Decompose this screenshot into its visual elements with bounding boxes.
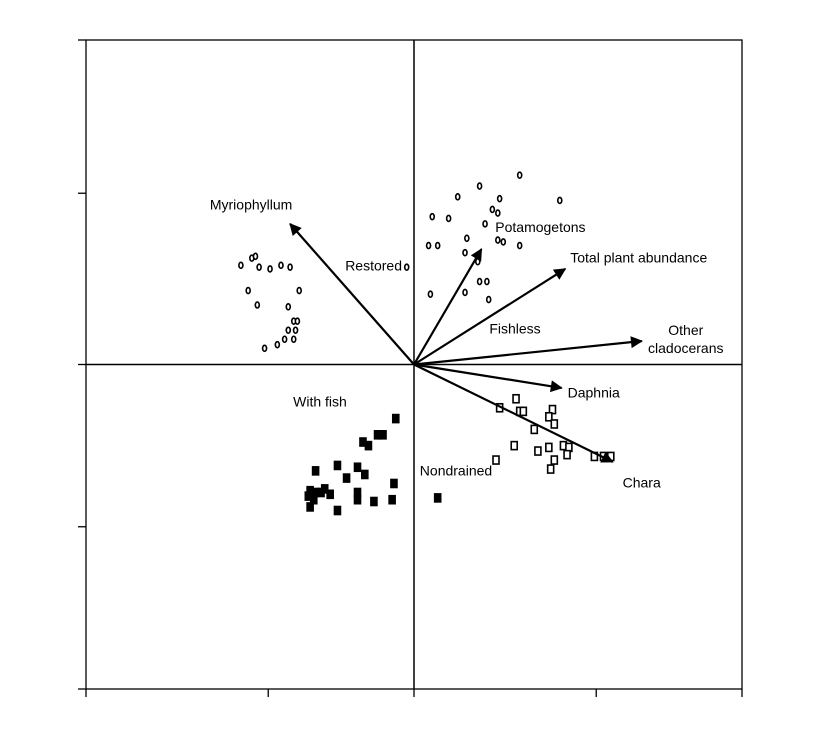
point: [311, 466, 320, 476]
point: [333, 460, 342, 471]
vector-arrow: [413, 248, 483, 366]
point: [445, 214, 452, 223]
point: [550, 419, 559, 429]
point: [492, 455, 500, 465]
point: [427, 290, 434, 298]
vector-arrow: [289, 222, 415, 366]
point: [403, 263, 410, 271]
group-label: Fishless: [489, 321, 540, 337]
point: [546, 464, 555, 474]
point: [454, 193, 461, 201]
point: [294, 317, 301, 326]
point: [390, 478, 398, 489]
point: [462, 248, 468, 257]
point: [370, 496, 378, 507]
point: [556, 196, 563, 205]
vector-arrow: [413, 363, 563, 393]
point: [285, 326, 292, 335]
point: [476, 182, 483, 190]
point: [519, 406, 528, 417]
point: [353, 462, 362, 473]
point: [360, 469, 369, 480]
point: [433, 493, 442, 503]
point: [274, 340, 281, 349]
point: [391, 413, 400, 424]
point: [545, 442, 553, 453]
point: [285, 303, 292, 311]
point: [434, 241, 441, 250]
point: [238, 261, 244, 270]
point: [388, 494, 396, 505]
vector-arrow: [413, 268, 567, 366]
point: [379, 430, 387, 440]
point: [516, 171, 523, 180]
point: [333, 505, 342, 516]
point: [278, 261, 284, 270]
point: [510, 440, 519, 451]
point: [296, 286, 303, 295]
point: [364, 440, 373, 451]
point: [530, 424, 539, 435]
point: [545, 411, 553, 422]
point: [256, 263, 262, 271]
point: [245, 286, 251, 295]
point: [261, 344, 268, 353]
point: [425, 241, 432, 250]
point: [292, 326, 299, 335]
point: [267, 265, 273, 273]
point: [476, 277, 483, 286]
point: [287, 263, 293, 271]
point: [485, 295, 492, 304]
point: [326, 489, 334, 500]
point: [429, 212, 436, 221]
point: [252, 252, 259, 261]
point: [484, 277, 490, 286]
vector-label: Chara: [623, 475, 661, 491]
vector-arrow: [413, 363, 614, 463]
point: [281, 335, 288, 344]
point: [306, 502, 314, 512]
point: [534, 446, 542, 456]
group-label: With fish: [293, 394, 347, 410]
point: [290, 335, 297, 344]
point: [462, 288, 468, 297]
point: [500, 238, 507, 246]
point: [464, 234, 470, 243]
point: [342, 473, 351, 483]
vector-label: Myriophyllum: [210, 197, 292, 213]
point: [496, 194, 503, 203]
point: [550, 455, 559, 465]
vector-label: Potamogetons: [495, 219, 585, 235]
vector-label-box: Other cladocerans: [648, 322, 724, 357]
point: [495, 236, 501, 244]
point: [516, 241, 523, 250]
vector-arrow: [413, 336, 643, 366]
point: [563, 449, 571, 460]
vector-label: Daphnia: [568, 385, 620, 401]
point: [353, 494, 362, 505]
point: [482, 220, 488, 228]
group-label: Nondrained: [420, 463, 492, 479]
point: [489, 205, 496, 214]
point: [254, 301, 261, 309]
group-label: Restored: [345, 258, 402, 274]
vector-label: Total plant abundance: [570, 250, 707, 266]
point: [512, 393, 520, 404]
point: [495, 209, 501, 217]
vector-label: Other cladocerans: [648, 322, 724, 357]
